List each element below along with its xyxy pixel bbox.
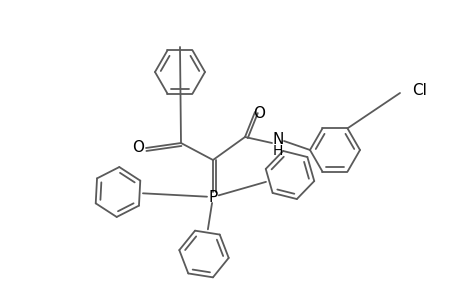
Text: O: O: [132, 140, 144, 154]
Text: O: O: [252, 106, 264, 121]
Text: Cl: Cl: [411, 82, 426, 98]
Text: P: P: [208, 190, 217, 205]
Text: H: H: [272, 144, 283, 158]
Text: N: N: [272, 131, 283, 146]
